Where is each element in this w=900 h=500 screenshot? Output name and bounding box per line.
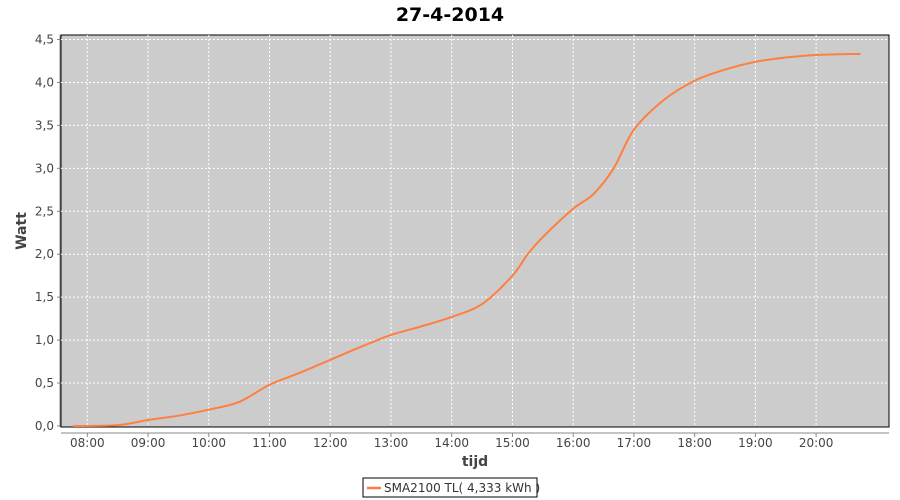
y-tick-label: 4,5 [35, 33, 54, 47]
legend-entry: SMA2100 TL( 4,333 kWh ) [384, 481, 540, 495]
x-tick-label: 14:00 [434, 436, 469, 450]
y-tick-label: 3,0 [35, 161, 54, 175]
x-tick-label: 12:00 [313, 436, 348, 450]
x-axis-label: tijd [462, 454, 488, 470]
x-tick-label: 16:00 [556, 436, 591, 450]
legend: SMA2100 TL( 4,333 kWh ) [362, 477, 540, 498]
x-axis: 08:00 09:00 10:00 11:00 12:00 13:00 14:00 15:00… [61, 432, 889, 450]
y-tick-label: 3,5 [35, 118, 54, 132]
legend-box [362, 477, 538, 498]
x-tick-label: 17:00 [617, 436, 652, 450]
x-tick-label: 18:00 [677, 436, 712, 450]
grid [61, 35, 889, 427]
y-axis: 0,0 0,5 1,0 1,5 2,0 2,5 3,0 3,5 4,0 4,5 [35, 33, 61, 433]
x-tick-label: 10:00 [191, 436, 226, 450]
plot-area [60, 34, 890, 428]
y-tick-label: 0,5 [35, 376, 54, 390]
y-tick-label: 4,0 [35, 75, 54, 89]
x-tick-label: 19:00 [738, 436, 773, 450]
y-tick-label: 2,5 [35, 204, 54, 218]
x-tick-label: 09:00 [131, 436, 166, 450]
y-tick-label: 1,5 [35, 290, 54, 304]
chart-title: 27-4-2014 [396, 4, 504, 26]
y-tick-label: 1,0 [35, 333, 54, 347]
y-axis-label: Watt [14, 212, 30, 250]
x-tick-label: 11:00 [252, 436, 287, 450]
x-tick-label: 13:00 [374, 436, 409, 450]
series-line-0 [73, 52, 861, 427]
x-tick-label: 08:00 [70, 436, 105, 450]
x-tick-label: 15:00 [495, 436, 530, 450]
y-tick-label: 0,0 [35, 419, 54, 433]
y-tick-label: 2,0 [35, 247, 54, 261]
series-lines [73, 52, 861, 427]
x-tick-label: 20:00 [799, 436, 834, 450]
